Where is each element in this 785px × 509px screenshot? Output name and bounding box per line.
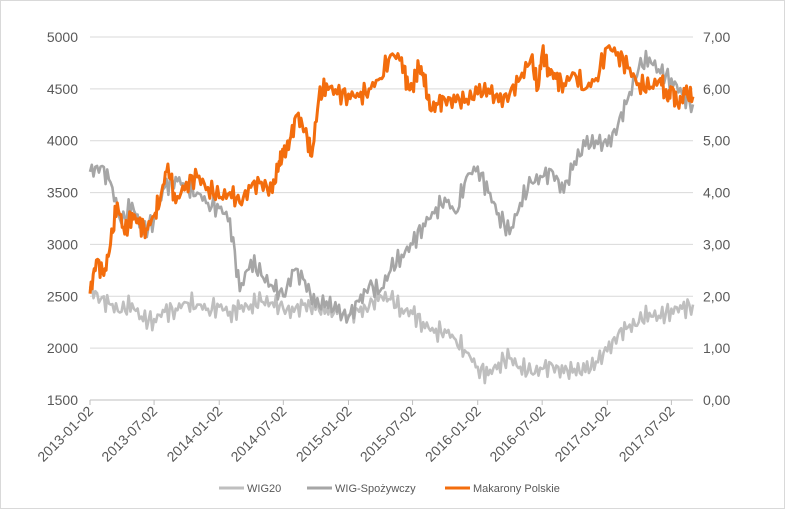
y-left-tick-label: 2500 bbox=[47, 288, 78, 304]
y-right-tick-label: 5,00 bbox=[703, 133, 730, 149]
x-tick-label: 2016-01-02 bbox=[422, 403, 484, 465]
x-tick-label: 2014-01-02 bbox=[163, 403, 225, 465]
y-right-tick-label: 3,00 bbox=[703, 236, 730, 252]
legend-label-wig20: WIG20 bbox=[247, 483, 281, 495]
y-right-tick-label: 7,00 bbox=[703, 29, 730, 45]
legend: WIG20 WIG-Spożywczy Makarony Polskie bbox=[219, 483, 560, 495]
series-lines bbox=[88, 44, 695, 385]
x-tick-label: 2015-01-02 bbox=[293, 403, 355, 465]
series-line-wig20 bbox=[88, 282, 695, 385]
x-tick-label: 2015-07-02 bbox=[357, 403, 419, 465]
y-axis-right: 0,00 1,00 2,00 3,00 4,00 5,00 6,00 7,00 bbox=[703, 29, 730, 408]
y-right-tick-label: 0,00 bbox=[703, 392, 730, 408]
legend-label-makarony-polskie: Makarony Polskie bbox=[473, 483, 560, 495]
y-left-tick-label: 4500 bbox=[47, 81, 78, 97]
y-axis-left: 1500 2000 2500 3000 3500 4000 4500 5000 bbox=[47, 29, 78, 408]
series-line-wig-spozywczy bbox=[88, 49, 695, 324]
series-line-makarony-polskie bbox=[88, 44, 695, 294]
x-tick-label: 2013-07-02 bbox=[98, 403, 160, 465]
x-axis: 2013-01-02 2013-07-02 2014-01-02 2014-07-02… bbox=[34, 399, 693, 465]
y-right-tick-label: 4,00 bbox=[703, 185, 730, 201]
x-tick-label: 2013-01-02 bbox=[34, 403, 96, 465]
x-tick-label: 2017-01-02 bbox=[551, 403, 613, 465]
y-right-tick-label: 6,00 bbox=[703, 81, 730, 97]
y-left-tick-label: 1500 bbox=[47, 392, 78, 408]
y-left-tick-label: 3500 bbox=[47, 185, 78, 201]
y-left-tick-label: 4000 bbox=[47, 133, 78, 149]
gridlines bbox=[90, 36, 693, 401]
x-tick-label: 2014-07-02 bbox=[227, 403, 289, 465]
y-left-tick-label: 5000 bbox=[47, 29, 78, 45]
y-left-tick-label: 3000 bbox=[47, 236, 78, 252]
y-left-tick-label: 2000 bbox=[47, 340, 78, 356]
y-right-tick-label: 2,00 bbox=[703, 288, 730, 304]
x-tick-label: 2016-07-02 bbox=[486, 403, 548, 465]
x-tick-label: 2017-07-02 bbox=[616, 403, 678, 465]
legend-label-wig-spozywczy: WIG-Spożywczy bbox=[335, 483, 416, 495]
y-right-tick-label: 1,00 bbox=[703, 340, 730, 356]
